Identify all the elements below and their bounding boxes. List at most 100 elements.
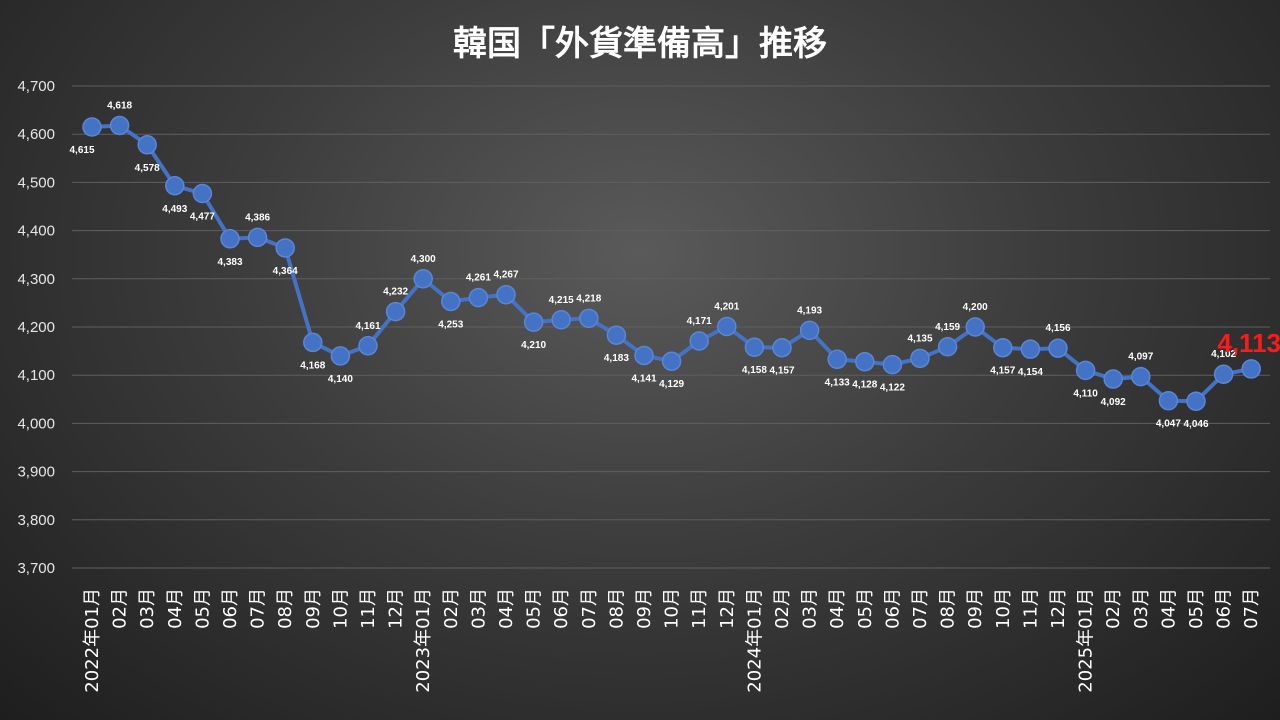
data-point bbox=[1020, 339, 1041, 359]
data-label: 4,232 bbox=[383, 287, 408, 298]
data-point bbox=[689, 331, 709, 351]
x-axis-ticks: 2022年01月 02月 03月 04月 05月 06月 07月 08月 09月 10月 11月 12… bbox=[82, 588, 1262, 693]
data-label: 4,047 bbox=[1156, 419, 1181, 430]
data-label: 4,157 bbox=[769, 366, 794, 377]
data-label: 4,140 bbox=[328, 374, 353, 385]
y-tick-label: 4,000 bbox=[17, 415, 55, 432]
data-point bbox=[551, 310, 571, 330]
x-tick-label: 03月 bbox=[800, 588, 821, 629]
data-label: 4,218 bbox=[576, 293, 601, 304]
data-points bbox=[82, 115, 1261, 411]
data-label: 4,364 bbox=[273, 266, 298, 277]
y-tick-label: 4,700 bbox=[17, 78, 55, 95]
x-tick-label: 05月 bbox=[1186, 588, 1207, 629]
x-tick-label: 12月 bbox=[717, 588, 738, 629]
data-label: 4,157 bbox=[990, 366, 1015, 377]
x-tick-label: 10月 bbox=[993, 588, 1014, 629]
data-point bbox=[661, 351, 682, 371]
data-label: 4,253 bbox=[438, 319, 463, 330]
data-label: 4,578 bbox=[135, 163, 160, 174]
x-tick-label: 06月 bbox=[220, 588, 241, 629]
x-tick-label: 09月 bbox=[634, 588, 655, 629]
data-point bbox=[109, 115, 130, 136]
x-tick-label: 05月 bbox=[524, 588, 545, 629]
x-tick-label: 2022年01月 bbox=[82, 588, 103, 693]
x-tick-label: 07月 bbox=[248, 588, 269, 629]
x-tick-label: 02月 bbox=[441, 588, 462, 629]
y-tick-label: 4,300 bbox=[17, 271, 55, 288]
data-label: 4,300 bbox=[411, 254, 436, 265]
data-label: 4,386 bbox=[245, 212, 270, 223]
data-label: 4,168 bbox=[300, 360, 325, 371]
y-tick-label: 4,100 bbox=[17, 367, 55, 384]
data-label: 4,161 bbox=[355, 321, 380, 332]
data-point bbox=[1158, 390, 1179, 411]
x-tick-label: 08月 bbox=[606, 588, 627, 629]
data-point bbox=[496, 284, 516, 305]
data-point bbox=[220, 229, 240, 249]
x-tick-label: 03月 bbox=[1131, 588, 1152, 629]
data-point bbox=[468, 287, 489, 308]
data-point bbox=[330, 346, 351, 366]
data-point bbox=[937, 337, 958, 357]
x-tick-label: 06月 bbox=[1214, 588, 1235, 629]
data-point bbox=[855, 351, 875, 372]
data-label: 4,110 bbox=[1073, 388, 1098, 399]
data-point bbox=[82, 117, 102, 137]
data-point bbox=[882, 354, 903, 375]
data-label: 4,133 bbox=[825, 377, 850, 388]
data-point bbox=[1103, 369, 1123, 389]
y-tick-label: 4,500 bbox=[17, 174, 55, 191]
data-label: 4,129 bbox=[659, 379, 684, 390]
data-point bbox=[910, 348, 930, 369]
data-point bbox=[192, 183, 213, 204]
x-tick-label: 04月 bbox=[827, 588, 848, 629]
data-point bbox=[993, 337, 1013, 358]
data-label: 4,200 bbox=[963, 302, 988, 313]
x-tick-label: 07月 bbox=[910, 588, 931, 629]
data-point bbox=[275, 238, 295, 258]
data-point bbox=[1048, 338, 1068, 358]
data-label: 4,493 bbox=[162, 204, 187, 215]
data-point bbox=[523, 312, 544, 332]
data-label: 4,171 bbox=[687, 316, 712, 327]
data-label: 4,267 bbox=[493, 270, 518, 281]
x-tick-label: 11月 bbox=[689, 588, 710, 629]
data-point bbox=[441, 291, 461, 312]
y-tick-label: 4,600 bbox=[17, 126, 55, 143]
x-tick-label: 02月 bbox=[1103, 588, 1124, 629]
x-tick-label: 05月 bbox=[855, 588, 876, 629]
data-point bbox=[827, 349, 847, 370]
data-point bbox=[1241, 359, 1261, 379]
x-tick-label: 03月 bbox=[468, 588, 489, 629]
data-point bbox=[606, 325, 627, 345]
x-tick-label: 08月 bbox=[938, 588, 959, 629]
data-point bbox=[165, 176, 185, 196]
x-tick-label: 2025年01月 bbox=[1076, 588, 1097, 693]
data-point bbox=[1213, 364, 1234, 384]
x-tick-label: 11月 bbox=[358, 588, 379, 629]
data-point bbox=[744, 337, 765, 357]
data-point bbox=[385, 301, 406, 322]
x-tick-label: 12月 bbox=[1048, 588, 1069, 629]
data-label: 4,156 bbox=[1045, 323, 1070, 334]
data-point bbox=[137, 135, 157, 155]
data-point bbox=[413, 269, 433, 289]
y-tick-label: 4,200 bbox=[17, 319, 55, 336]
data-point bbox=[965, 317, 985, 337]
data-label: 4,158 bbox=[742, 365, 767, 376]
data-label: 4,102 bbox=[1211, 349, 1236, 360]
x-tick-label: 11月 bbox=[1020, 588, 1041, 629]
data-point bbox=[799, 320, 820, 341]
data-label: 4,128 bbox=[852, 380, 877, 391]
x-tick-label: 06月 bbox=[551, 588, 572, 629]
x-tick-label: 02月 bbox=[772, 588, 793, 629]
x-tick-label: 07月 bbox=[579, 588, 600, 629]
x-tick-label: 02月 bbox=[110, 588, 131, 629]
x-tick-label: 10月 bbox=[330, 588, 351, 629]
x-tick-label: 10月 bbox=[662, 588, 683, 629]
data-label: 4,201 bbox=[714, 302, 739, 313]
